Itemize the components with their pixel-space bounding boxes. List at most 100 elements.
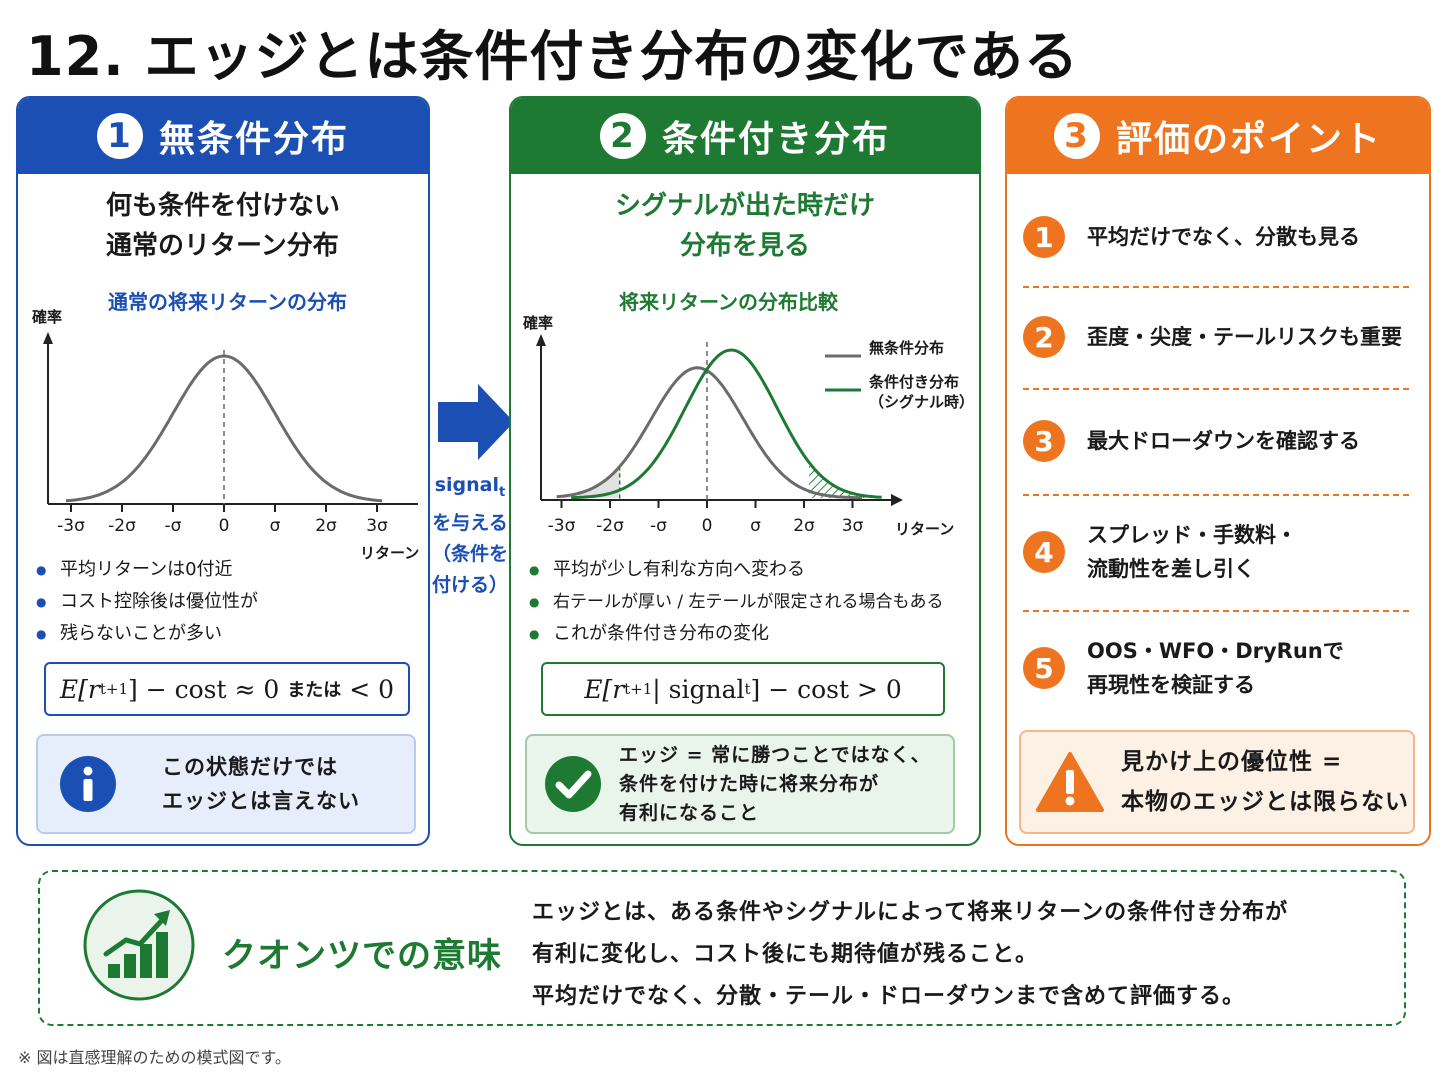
conditional-panel: 2 条件付き分布 シグナルが出た時だけ 分布を見る 将来リターンの分布比較 確率… <box>509 96 981 846</box>
conditional-chart <box>536 334 903 508</box>
bottom-title: クオンツでの意味 <box>222 936 502 976</box>
point-text: スプレッド・手数料・ 流動性を差し引く <box>1087 518 1297 586</box>
legend-conditional-note: （シグナル時） <box>869 393 975 411</box>
x-tick-label: -σ <box>164 516 182 536</box>
formula-lhs: E[r <box>59 674 100 704</box>
x-tick-label: 3σ <box>841 516 864 536</box>
formula-subscript-2: t <box>744 680 751 698</box>
point-text: 平均だけでなく、分散も見る <box>1087 220 1360 254</box>
chart-title: 通常の将来リターンの分布 <box>108 290 347 314</box>
arrow-line-4: 付ける） <box>432 573 509 596</box>
quant-meaning-box: クオンツでの意味 エッジとは、ある条件やシグナルによって将来リターンの条件付き分… <box>38 870 1406 1026</box>
bullet-continued-text: 残らないことが多い <box>60 623 222 644</box>
point-number: 1 <box>1023 216 1065 258</box>
bullet-item: これが条件付き分布の変化 <box>529 618 979 650</box>
x-axis-label: リターン <box>895 520 955 538</box>
x-tick-labels: -3σ -2σ -σ 0 σ 2σ 3σ <box>18 516 428 540</box>
edge-note-text: エッジ = 常に勝つことではなく、 条件を付けた時に将来分布が 有利になること <box>619 741 931 828</box>
x-tick-label: σ <box>750 516 761 536</box>
y-axis-label: 確率 <box>32 308 63 326</box>
divider <box>1023 388 1409 390</box>
panel-header: 2 条件付き分布 <box>511 98 979 174</box>
y-axis-arrow <box>536 334 546 346</box>
right-arrow-icon <box>438 384 514 460</box>
point-item: 3 最大ドローダウンを確認する <box>1023 420 1409 462</box>
point-text: 最大ドローダウンを確認する <box>1087 424 1360 458</box>
formula-lhs: E[r <box>584 674 625 704</box>
panel-number: 3 <box>1053 113 1100 159</box>
warning-text: 見かけ上の優位性 = 本物のエッジとは限らない <box>1121 742 1409 822</box>
panel-title: 条件付き分布 <box>661 119 890 160</box>
bullet-item: 右テールが厚い / 左テールが限定される場合もある <box>529 586 979 618</box>
bottom-text: エッジとは、ある条件やシグナルによって将来リターンの条件付き分布が 有利に変化し… <box>532 892 1288 1018</box>
point-item: 2 歪度・尖度・テールリスクも重要 <box>1023 316 1409 358</box>
arrow-signal: signalt <box>432 470 508 508</box>
divider <box>1023 494 1409 496</box>
subtitle-line-1: 何も条件を付けない <box>106 191 341 221</box>
y-axis-arrow <box>43 332 53 344</box>
arrow-signal-sub: t <box>499 484 506 500</box>
warning-icon <box>1036 752 1104 812</box>
point-number: 2 <box>1023 316 1065 358</box>
x-tick-label: -2σ <box>596 516 624 536</box>
evaluation-panel: 3 評価のポイント 1 平均だけでなく、分散も見る 2 歪度・尖度・テールリスク… <box>1005 96 1431 846</box>
arrow-label: signalt を与える （条件を 付ける） <box>432 470 508 601</box>
note-line-1: エッジ = 常に勝つことではなく、 <box>619 743 931 766</box>
panel-number: 1 <box>96 113 143 159</box>
point-line-1: スプレッド・手数料・ <box>1087 523 1297 547</box>
formula-end: < 0 <box>349 674 395 704</box>
formula-or: または <box>287 680 342 701</box>
divider <box>1023 286 1409 288</box>
divider <box>1023 610 1409 612</box>
arrow-line-2: を与える <box>432 511 508 534</box>
bullet-item: 平均が少し有利な方向へ変わる <box>529 554 979 586</box>
arrow-line-3: （条件を <box>432 542 509 565</box>
left-tail-area <box>556 466 620 498</box>
warning-line-2: 本物のエッジとは限らない <box>1121 789 1409 815</box>
x-tick-label: 2σ <box>793 516 815 536</box>
unconditional-curve <box>556 366 863 500</box>
info-note: この状態だけでは エッジとは言えない <box>36 734 416 834</box>
warning-note: 見かけ上の優位性 = 本物のエッジとは限らない <box>1019 730 1415 834</box>
point-item: 4 スプレッド・手数料・ 流動性を差し引く <box>1023 518 1409 586</box>
point-line-1: 歪度・尖度・テールリスクも重要 <box>1087 325 1402 349</box>
panel-title: 評価のポイント <box>1115 119 1382 160</box>
warning-line-1: 見かけ上の優位性 = <box>1121 749 1343 775</box>
x-tick-label: 0 <box>218 516 230 536</box>
info-note-text: この状態だけでは エッジとは言えない <box>162 750 360 818</box>
formula-rhs: ] − cost ≈ 0 <box>128 674 280 704</box>
bottom-line-2: 有利に変化し、コスト後にも期待値が残ること。 <box>532 942 1039 967</box>
point-line-1: 平均だけでなく、分散も見る <box>1087 225 1360 249</box>
edge-definition-note: エッジ = 常に勝つことではなく、 条件を付けた時に将来分布が 有利になること <box>525 734 955 834</box>
panel-number: 2 <box>599 113 646 159</box>
bullet-item: 平均リターンは0付近 <box>36 554 416 586</box>
formula-subscript: t+1 <box>624 680 653 698</box>
conditional-curve <box>571 348 882 500</box>
legend-conditional: 条件付き分布 <box>869 373 960 391</box>
x-tick-labels: -3σ -2σ -σ 0 σ 2σ 3σ <box>511 516 979 540</box>
formula-subscript: t+1 <box>99 680 128 698</box>
panel-title: 無条件分布 <box>158 119 349 160</box>
subtitle-line-2: 分布を見る <box>679 231 810 261</box>
right-tail-area <box>808 462 882 498</box>
x-tick-label: 0 <box>701 516 713 536</box>
unconditional-panel: 1 無条件分布 何も条件を付けない 通常のリターン分布 通常の将来リターンの分布… <box>16 96 430 846</box>
point-number: 5 <box>1023 647 1065 689</box>
note-line-2: エッジとは言えない <box>162 789 360 813</box>
check-icon <box>545 756 601 812</box>
x-tick-label: -σ <box>650 516 667 536</box>
unconditional-formula: E[r t+1] − cost ≈ 0 または < 0 <box>44 662 410 716</box>
footnote: ※ 図は直感理解のための模式図です。 <box>18 1048 291 1067</box>
formula-condition: | signal <box>652 674 745 704</box>
subtitle-line-1: シグナルが出た時だけ <box>614 191 875 221</box>
chart-title: 将来リターンの分布比較 <box>619 290 838 314</box>
point-item: 5 OOS・WFO・DryRunで 再現性を検証する <box>1023 634 1409 702</box>
bullet-item: コスト控除後は優位性が <box>36 586 416 618</box>
x-tick-label: -2σ <box>108 516 136 536</box>
point-line-1: 最大ドローダウンを確認する <box>1087 429 1360 453</box>
legend-unconditional: 無条件分布 <box>869 339 945 357</box>
panel-header: 1 無条件分布 <box>18 98 428 174</box>
bullet-list: 平均が少し有利な方向へ変わる 右テールが厚い / 左テールが限定される場合もある… <box>529 554 979 650</box>
x-tick-label: 3σ <box>366 516 388 536</box>
point-number: 4 <box>1023 531 1065 573</box>
